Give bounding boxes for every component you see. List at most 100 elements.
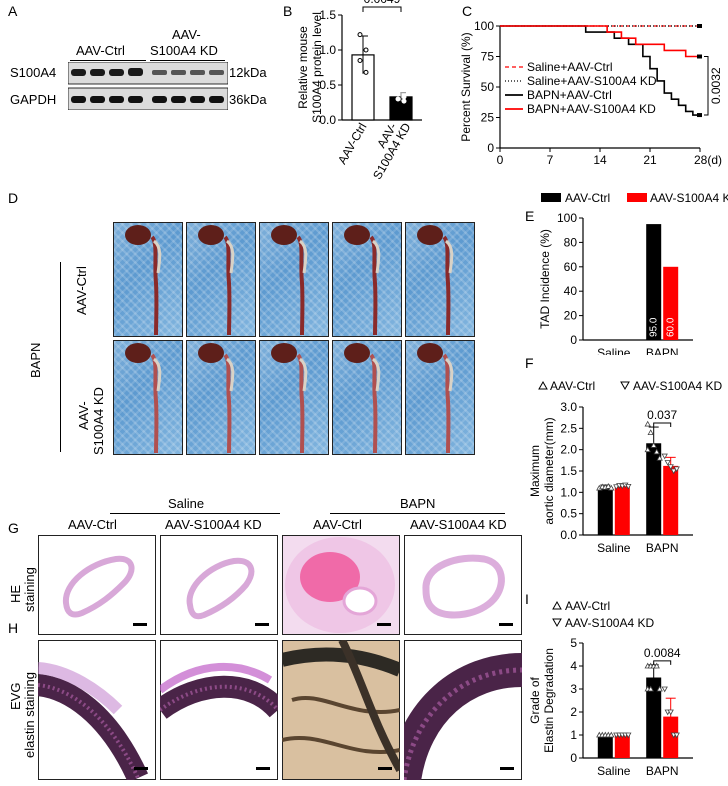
y-tick-label: 25 — [481, 111, 495, 125]
x-tick-label: 21 — [643, 153, 657, 167]
data-point — [661, 453, 668, 460]
y-tick-label: 1.0 — [319, 43, 336, 57]
aorta-side-line — [60, 262, 61, 452]
series-end-marker — [697, 24, 702, 28]
aorta-photo — [186, 222, 256, 337]
blot-group-ctrl: AAV-Ctrl — [76, 43, 125, 58]
y-tick-label: 5 — [570, 636, 577, 650]
aorta-row-kd-label-line1: AAV- — [76, 401, 91, 430]
y-tick-label: 0.5 — [319, 78, 336, 92]
data-point — [625, 483, 632, 490]
chart-f: 0.0 0.5 1.0 1.5 2.0 2.5 3.0 Maximum aortic diame… — [528, 379, 722, 555]
blot-row-s100a4-label: S100A4 — [10, 65, 57, 80]
he-image-2 — [160, 535, 278, 635]
legend-marker — [538, 380, 548, 390]
y-tick-label: 0 — [487, 141, 494, 155]
data-label: 95.0 — [649, 317, 660, 337]
y-axis-label-line2: S100A4 protein level — [310, 12, 324, 123]
data-point — [664, 460, 671, 466]
aorta-photo — [332, 340, 402, 455]
data-point — [363, 47, 369, 53]
data-point — [656, 685, 663, 692]
y-axis-label-line2: aortic diameter(mm) — [542, 417, 556, 524]
evg-image-1 — [38, 640, 156, 780]
aorta-photo — [405, 340, 475, 455]
aorta-photo — [259, 340, 329, 455]
significance-bracket — [704, 56, 709, 116]
data-point — [401, 94, 407, 100]
data-point — [650, 442, 657, 448]
blot-row-s100a4-size: 12kDa — [229, 65, 267, 80]
aorta-side-label-bapn: BAPN — [28, 342, 43, 378]
blot-group-kd-line2: S100A4 KD — [150, 43, 218, 58]
data-point — [395, 90, 401, 96]
y-axis-label-line1: Relative mouse — [296, 26, 310, 109]
blot-row-gapdh-label: GAPDH — [10, 92, 57, 107]
panel-label-b: B — [283, 3, 293, 19]
x-tick-label: AAV-Ctrl — [335, 121, 370, 167]
data-point — [673, 732, 680, 739]
y-tick-label: 3.0 — [560, 400, 577, 414]
legend-swatch — [541, 193, 561, 202]
legend-label: AAV-S100A4 KD — [650, 191, 728, 205]
aorta-photo — [186, 340, 256, 455]
bar — [663, 716, 679, 758]
x-tick-label: 7 — [547, 153, 554, 167]
histology-row-g-label-1: HE — [8, 584, 23, 603]
histology-col-label-3: AAV-Ctrl — [313, 517, 362, 532]
evg-image-4 — [404, 640, 522, 780]
blot-row-gapdh-size: 36kDa — [229, 92, 267, 107]
data-point — [605, 483, 612, 489]
aorta-row-kd-label-line2: S100A4 KD — [91, 387, 106, 455]
he-image-3 — [282, 535, 400, 635]
y-axis-label-line2: Elastin Degradation — [542, 648, 556, 753]
legend-label: Saline+AAV-S100A4 KD — [527, 74, 657, 88]
y-tick-label: 75 — [481, 50, 495, 64]
p-value: 0.0032 — [709, 67, 723, 104]
data-point — [608, 484, 615, 491]
legend-label: AAV-S100A4 KD — [633, 379, 722, 393]
y-axis-label-line1: Maximum — [528, 445, 542, 497]
y-tick-label: 20 — [564, 309, 578, 323]
histology-group-bapn-line — [330, 513, 505, 514]
blot-image — [68, 62, 228, 110]
significance-bracket — [653, 422, 672, 428]
aorta-photo — [113, 340, 183, 455]
histology-group-saline-line — [110, 513, 280, 514]
x-tick-label: 28(d) — [694, 153, 722, 167]
aorta-photo — [332, 222, 402, 337]
aorta-photo — [113, 222, 183, 337]
series-end-marker — [697, 54, 702, 59]
data-point — [673, 466, 680, 473]
panel-label-a: A — [8, 3, 18, 19]
panel-label-f: F — [525, 355, 534, 371]
legend-marker — [552, 618, 562, 628]
bar — [597, 487, 613, 535]
p-value: 0.037 — [647, 408, 677, 422]
bar — [597, 735, 613, 758]
panel-label-e: E — [525, 208, 535, 224]
p-value: 0.0049 — [364, 0, 401, 6]
histology-group-bapn: BAPN — [400, 496, 436, 511]
data-point — [363, 69, 369, 75]
y-tick-label: 2.5 — [560, 421, 577, 435]
chart-i: 0 1 2 3 4 5 Grade of Elastin Degradation Saline B… — [528, 599, 693, 778]
y-tick-label: 100 — [557, 211, 577, 225]
y-tick-label: 2 — [570, 705, 577, 719]
chart-e: 0 20 40 60 80 100 TAD Incidence (%) Saline BAPN 9… — [538, 191, 728, 355]
x-tick-label: BAPN — [646, 764, 679, 778]
y-tick-label: 3 — [570, 682, 577, 696]
legend-marker — [620, 381, 630, 391]
bar — [663, 465, 679, 535]
bar — [646, 677, 662, 758]
y-tick-label: 1.5 — [560, 464, 577, 478]
series-line — [500, 25, 700, 58]
he-image-1 — [38, 535, 156, 635]
histology-row-h-label-1: EVG — [8, 682, 23, 710]
series-line — [500, 25, 700, 116]
blot-group-kd-line — [150, 60, 225, 61]
data-point — [401, 98, 407, 104]
y-tick-label: 1.5 — [319, 8, 336, 22]
legend-marker — [552, 600, 562, 610]
y-tick-label: 0.0 — [560, 528, 577, 542]
